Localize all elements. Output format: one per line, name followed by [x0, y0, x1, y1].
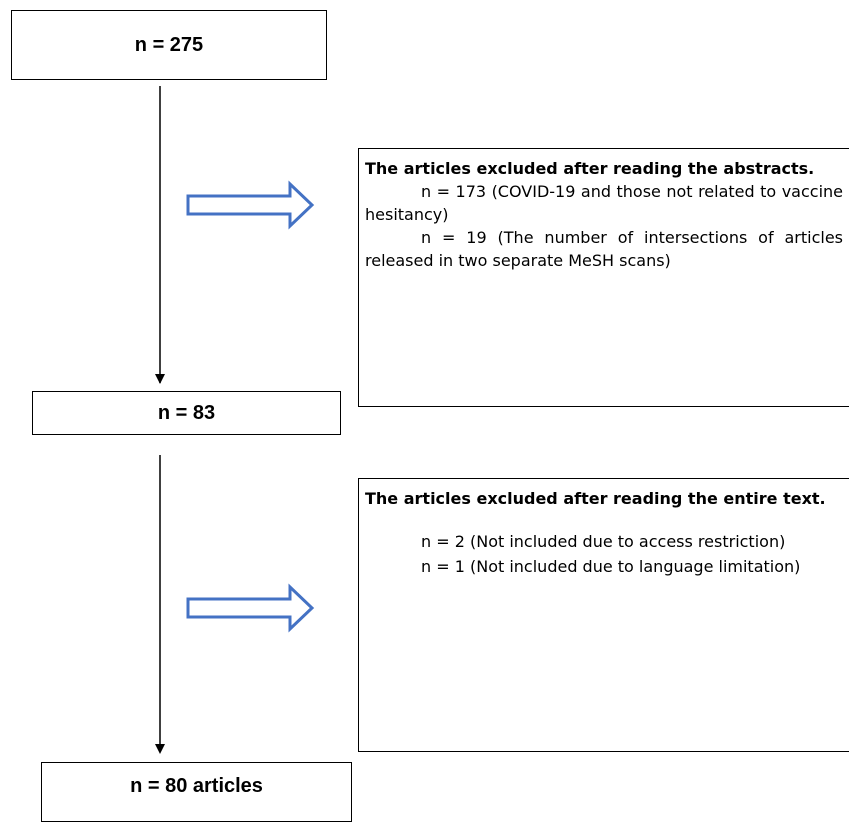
stage-count-initial: n = 275	[134, 33, 204, 56]
exclusion-item-fulltext-2: n = 1 (Not included due to language limi…	[421, 557, 801, 576]
exclusion-arrow-1	[186, 180, 315, 230]
exclusion-title-abstracts: The articles excluded after reading the …	[365, 159, 815, 178]
flow-arrow-2-head	[155, 744, 165, 754]
stage-box-initial: n = 275	[11, 10, 327, 80]
exclusion-item-abstracts-2: n = 19 (The number of intersections of a…	[365, 228, 843, 270]
exclusion-item-fulltext-1: n = 2 (Not included due to access restri…	[421, 532, 786, 551]
stage-count-included: n = 80 articles	[130, 775, 263, 797]
exclusion-item-abstracts-1: n = 173 (COVID-19 and those not related …	[365, 182, 843, 224]
exclusion-box-fulltext: The articles excluded after reading the …	[358, 478, 849, 752]
exclusion-box-abstracts: The articles excluded after reading the …	[358, 148, 849, 407]
flow-arrow-1-head	[155, 374, 165, 384]
stage-box-included: n = 80 articles	[41, 762, 352, 822]
exclusion-arrow-2	[186, 583, 315, 633]
exclusion-title-fulltext: The articles excluded after reading the …	[365, 489, 826, 508]
stage-box-screened: n = 83	[32, 391, 341, 435]
stage-count-screened: n = 83	[157, 401, 216, 424]
